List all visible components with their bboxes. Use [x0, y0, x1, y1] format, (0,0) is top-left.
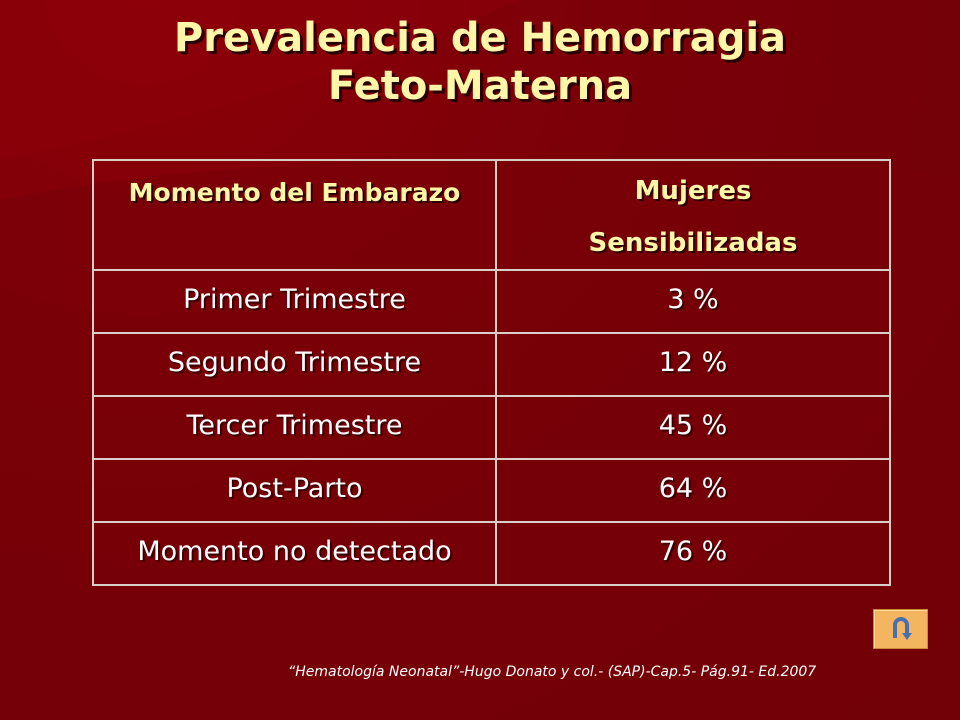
table-header-row: Momento del Embarazo Mujeres Sensibiliza…	[92, 159, 891, 271]
slide-title-line-2: Feto-Materna	[327, 63, 633, 109]
slide-title: Prevalencia de Hemorragia Feto-Materna	[0, 14, 960, 110]
header-sensibilizadas-line: Sensibilizadas	[588, 228, 798, 258]
row-porcentaje-cell: 12 %	[495, 332, 891, 397]
u-turn-back-arrow-icon	[893, 617, 912, 640]
row-porcentaje-cell: 3 %	[495, 269, 891, 334]
row-porcentaje-cell: 76 %	[495, 521, 891, 586]
table-row: Momento no detectado 76 %	[92, 521, 891, 586]
prevalence-table: Momento del Embarazo Mujeres Sensibiliza…	[92, 159, 891, 586]
header-mujeres-sensibilizadas: Mujeres Sensibilizadas	[495, 159, 891, 271]
row-momento-cell: Primer Trimestre	[92, 269, 497, 334]
table-row: Primer Trimestre 3 %	[92, 269, 891, 334]
slide-title-line-1: Prevalencia de Hemorragia	[173, 15, 787, 61]
source-citation: “Hematología Neonatal”-Hugo Donato y col…	[288, 664, 817, 680]
header-mujeres-line: Mujeres	[634, 176, 752, 206]
row-momento-cell: Momento no detectado	[92, 521, 497, 586]
table-row: Tercer Trimestre 45 %	[92, 395, 891, 460]
row-momento-cell: Post-Parto	[92, 458, 497, 523]
row-porcentaje-cell: 45 %	[495, 395, 891, 460]
table-row: Post-Parto 64 %	[92, 458, 891, 523]
row-momento-cell: Segundo Trimestre	[92, 332, 497, 397]
row-porcentaje-cell: 64 %	[495, 458, 891, 523]
table-row: Segundo Trimestre 12 %	[92, 332, 891, 397]
row-momento-cell: Tercer Trimestre	[92, 395, 497, 460]
header-momento-embarazo: Momento del Embarazo	[92, 159, 497, 271]
back-button[interactable]	[873, 609, 928, 649]
